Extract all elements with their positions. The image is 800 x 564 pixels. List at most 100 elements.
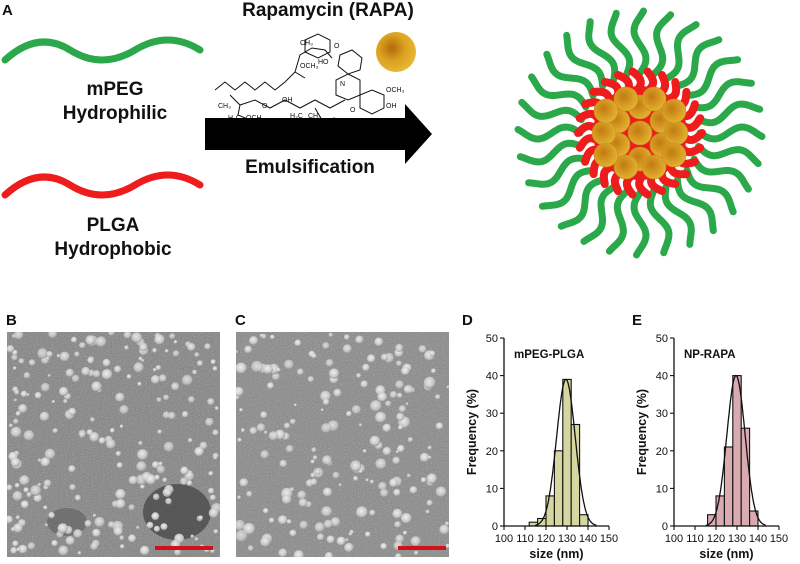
tem-particle bbox=[284, 359, 294, 370]
tem-particle bbox=[236, 386, 244, 397]
y-tick-label: 40 bbox=[656, 371, 668, 383]
tem-particle bbox=[10, 426, 22, 438]
peg-chain bbox=[630, 189, 650, 259]
tem-particle bbox=[370, 400, 382, 412]
tem-particle bbox=[427, 445, 432, 450]
tem-particle bbox=[153, 525, 160, 532]
tem-particle bbox=[213, 529, 219, 534]
tem-particle bbox=[435, 486, 447, 498]
tem-particle bbox=[169, 333, 176, 340]
tem-particle bbox=[155, 365, 161, 371]
tem-particle bbox=[380, 353, 389, 361]
tem-particle bbox=[385, 400, 392, 407]
tem-particle bbox=[208, 471, 214, 476]
chart-title: NP-RAPA bbox=[684, 349, 736, 361]
tem-particle bbox=[398, 425, 403, 430]
peg-chain bbox=[514, 123, 584, 143]
y-tick-label: 0 bbox=[662, 521, 668, 533]
peg-chain bbox=[538, 166, 597, 210]
peg-chain bbox=[528, 73, 590, 111]
tem-particle bbox=[240, 428, 245, 433]
y-tick-label: 50 bbox=[486, 333, 498, 345]
tem-particle bbox=[91, 381, 102, 392]
x-tick-label: 130 bbox=[558, 533, 576, 545]
tem-particle bbox=[13, 398, 17, 402]
tem-particle bbox=[392, 508, 403, 519]
tem-particle bbox=[18, 404, 28, 414]
tem-particle bbox=[7, 515, 14, 524]
tem-particle bbox=[15, 515, 21, 520]
tem-particle bbox=[20, 390, 28, 398]
tem-particle bbox=[210, 359, 216, 365]
tem-particle bbox=[259, 333, 264, 338]
tem-particle bbox=[343, 334, 350, 341]
tem-particle bbox=[278, 548, 288, 557]
tem-particle bbox=[293, 403, 297, 407]
tem-particle bbox=[435, 422, 444, 430]
drug-sphere bbox=[591, 120, 617, 146]
tem-particle bbox=[369, 479, 374, 484]
tem-particle bbox=[115, 499, 126, 509]
fit-curve bbox=[705, 374, 766, 527]
histogram-bar bbox=[715, 495, 725, 527]
tem-particle bbox=[23, 372, 31, 379]
tem-image-c bbox=[236, 332, 449, 557]
tem-particle bbox=[401, 513, 412, 524]
tem-particle bbox=[395, 343, 404, 352]
tem-particle bbox=[33, 494, 42, 503]
plga-property: Hydrophobic bbox=[54, 239, 172, 260]
tem-particle bbox=[403, 384, 413, 394]
tem-particle bbox=[192, 369, 198, 375]
tem-particle bbox=[157, 429, 162, 434]
tem-particle bbox=[247, 545, 254, 552]
drug-sphere bbox=[641, 154, 667, 180]
tem-particle bbox=[310, 459, 315, 464]
peg-chain bbox=[580, 183, 618, 245]
tem-particle bbox=[168, 411, 176, 420]
tem-particle bbox=[196, 515, 203, 522]
tem-particle bbox=[18, 544, 28, 554]
tem-particle bbox=[419, 452, 430, 463]
tem-particle bbox=[65, 368, 74, 378]
tem-particle bbox=[310, 478, 318, 486]
tem-particle bbox=[89, 432, 100, 442]
tem-particle bbox=[51, 540, 58, 547]
tem-particle bbox=[293, 550, 304, 557]
tem-particle bbox=[344, 542, 354, 553]
tem-particle bbox=[249, 336, 259, 346]
peg-chain bbox=[563, 31, 607, 90]
svg-text:H₃C: H₃C bbox=[290, 113, 303, 120]
plga-name: PLGA bbox=[86, 215, 140, 236]
tem-particle bbox=[212, 366, 218, 371]
tem-particle bbox=[26, 491, 32, 498]
y-axis-label: Frequency (%) bbox=[635, 389, 649, 475]
tem-particle bbox=[51, 400, 56, 404]
tem-particle bbox=[34, 392, 42, 399]
x-tick-label: 100 bbox=[665, 533, 683, 545]
tem-particle bbox=[115, 489, 126, 500]
tem-particle bbox=[283, 422, 291, 429]
peg-chain bbox=[690, 155, 752, 193]
x-tick-label: 150 bbox=[600, 533, 618, 545]
tem-particle bbox=[52, 428, 58, 434]
tem-particle bbox=[154, 474, 160, 481]
histogram-bar bbox=[553, 450, 564, 527]
peg-chain bbox=[646, 188, 673, 257]
peg-chain bbox=[516, 139, 585, 166]
histogram-bar bbox=[562, 378, 572, 527]
tem-particle bbox=[136, 461, 147, 472]
tem-particle bbox=[20, 500, 29, 509]
y-tick-label: 0 bbox=[492, 521, 498, 533]
tem-particle bbox=[314, 522, 325, 533]
y-tick-label: 30 bbox=[656, 408, 668, 420]
tem-particle bbox=[92, 528, 101, 538]
tem-particle bbox=[186, 480, 193, 486]
histogram-bar bbox=[545, 495, 555, 527]
peg-chain bbox=[649, 11, 675, 78]
peg-chain bbox=[605, 188, 631, 255]
tem-particle bbox=[330, 517, 341, 527]
tem-particle bbox=[236, 350, 238, 354]
tem-particle bbox=[13, 523, 23, 533]
tem-particle bbox=[156, 397, 162, 403]
tem-particles-b bbox=[7, 332, 220, 556]
